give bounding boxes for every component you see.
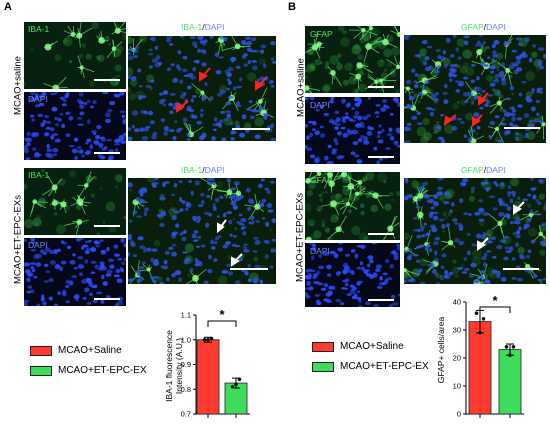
label-a-saline-merge: IBA-1/DAPI: [181, 22, 224, 32]
data-point: [478, 331, 482, 335]
y-tick-label: 10: [453, 382, 461, 391]
row-label-a-saline: MCAO+saline: [13, 41, 24, 131]
data-point: [203, 338, 207, 342]
chart-a: 0.7 0.8 0.9 1.0 1.1 *: [178, 300, 268, 419]
label-a-exs-dapi: DAPI: [28, 240, 48, 250]
label-a-saline-iba1: IBA-1: [28, 24, 49, 34]
y-tick-label: 0.9: [181, 360, 191, 369]
bar: [469, 322, 491, 414]
label-b-exs-merge: GFAP/DAPI: [461, 165, 506, 175]
legend-swatch-saline-b: [312, 342, 334, 352]
y-tick-label: 0.7: [181, 410, 191, 419]
data-point: [508, 353, 512, 357]
y-tick-label: 1.1: [181, 311, 191, 320]
y-tick-label: 0: [457, 410, 461, 419]
data-point: [231, 385, 235, 389]
data-point: [206, 338, 210, 342]
y-tick-label: 30: [453, 326, 461, 335]
arrows-a-saline: [128, 36, 276, 141]
legend-label-saline-b: MCAO+Saline: [340, 341, 404, 352]
legend-swatch-exs-b: [312, 362, 334, 372]
row-label-b-exs: MCAO+ET-EPC-EXs: [295, 186, 306, 290]
scale-bar: [94, 152, 120, 154]
legend-label-exs-a: MCAO+ET-EPC-EX: [58, 365, 147, 376]
data-point: [505, 345, 509, 349]
data-point: [475, 311, 479, 315]
data-point: [238, 378, 242, 382]
panel-b-letter: B: [288, 1, 296, 13]
legend-swatch-exs-a: [30, 366, 52, 376]
scale-bar: [368, 156, 394, 158]
bar: [197, 340, 219, 414]
scale-bar: [368, 299, 394, 301]
scale-bar: [503, 268, 539, 270]
legend-label-exs-b: MCAO+ET-EPC-EX: [340, 361, 429, 372]
y-tick-label: 40: [453, 298, 461, 307]
label-a-saline-dapi: DAPI: [28, 94, 48, 104]
label-b-saline-gfap: GFAP: [310, 29, 333, 39]
label-b-exs-gfap: GFAP: [310, 175, 333, 185]
y-tick-label: 0.8: [181, 385, 191, 394]
scale-bar: [504, 127, 540, 129]
significance-star: *: [219, 307, 225, 322]
legend-swatch-saline-a: [30, 346, 52, 356]
label-a-exs-iba1: IBA-1: [28, 170, 49, 180]
data-point: [234, 383, 238, 387]
panel-a-letter: A: [4, 1, 12, 13]
scale-bar: [368, 233, 394, 235]
data-point: [482, 317, 486, 321]
scale-bar: [232, 128, 270, 130]
label-b-exs-dapi: DAPI: [310, 246, 330, 256]
significance-star: *: [492, 293, 498, 308]
scale-bar: [230, 268, 268, 270]
chart-b: 0 10 20 30 40 *: [444, 284, 544, 419]
scale-bar: [94, 298, 120, 300]
data-point: [512, 345, 516, 349]
scale-bar: [368, 86, 394, 88]
scale-bar: [94, 79, 120, 81]
data-point: [210, 337, 214, 341]
bar: [499, 350, 521, 414]
label-b-saline-merge: GFAP/DAPI: [461, 22, 506, 32]
y-tick-label: 20: [453, 354, 461, 363]
label-a-exs-merge: IBA-1/DAPI: [181, 165, 224, 175]
scale-bar: [94, 225, 120, 227]
y-tick-label: 1.0: [181, 335, 191, 344]
legend-label-saline-a: MCAO+Saline: [58, 345, 122, 356]
label-b-saline-dapi: DAPI: [310, 100, 330, 110]
row-label-a-exs: MCAO+ET-EPC-EXs: [13, 188, 24, 292]
